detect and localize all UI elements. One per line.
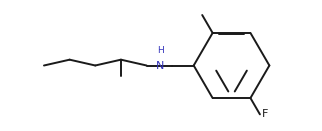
Text: H: H [157,46,163,55]
Text: F: F [261,109,268,119]
Text: N: N [156,61,164,70]
